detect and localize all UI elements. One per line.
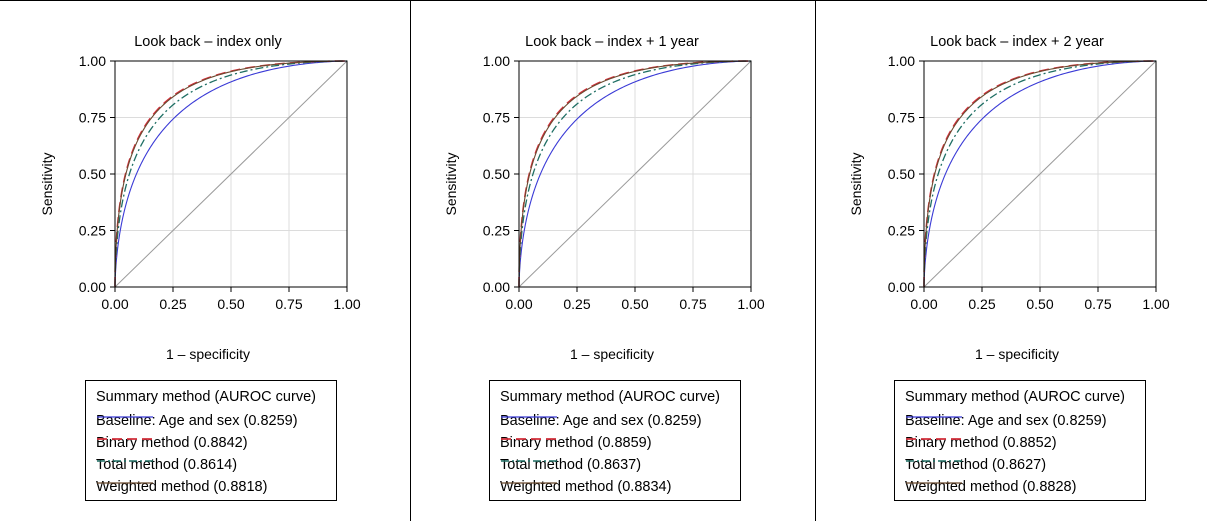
legend-entry-binary: Binary method (0.8852) (905, 434, 1057, 452)
y-tick-label: 0.75 (79, 110, 106, 126)
y-axis-label: Sensitivity (39, 152, 55, 215)
legend-entry-binary: Binary method (0.8859) (500, 434, 652, 452)
reference-line (518, 60, 752, 288)
legend-entry-baseline: Baseline: Age and sex (0.8259) (905, 412, 1107, 430)
roc-curve-baseline (114, 60, 348, 287)
y-tick-label: 0.50 (888, 166, 915, 182)
legend-entry-total: Total method (0.8614) (96, 456, 237, 474)
y-tick-label: 0.00 (888, 279, 915, 295)
roc-chart-svg: Look back – index + 1 year 0.000.000.250… (443, 34, 765, 362)
roc-panel-index-only: Look back – index only 0.00 0.00 0.25 0.25 0… (8, 0, 410, 521)
x-tick-label: 0.00 (910, 296, 937, 312)
legend-swatch-binary (97, 438, 153, 440)
x-tick-label: 0.00 (505, 296, 532, 312)
figure-top-border (0, 0, 1207, 1)
roc-panel-index-plus-2-year: Look back – index + 2 year 0.00 0.00 0.25 0… (817, 0, 1207, 521)
y-axis-label: Sensitivity (443, 152, 459, 215)
legend: Summary method (AUROC curve) Baseline: A… (894, 380, 1146, 501)
roc-curve-baseline (518, 60, 752, 287)
x-tick-label: 1.00 (737, 296, 764, 312)
legend-title: Summary method (AUROC curve) (905, 389, 1125, 405)
x-tick-label: 0.25 (563, 296, 590, 312)
roc-curve-total (923, 60, 1157, 287)
legend-entry-baseline: Baseline: Age and sex (0.8259) (96, 412, 298, 430)
legend-entry-total: Total method (0.8637) (500, 456, 641, 474)
y-tick-label: 1.00 (483, 53, 510, 69)
x-tick-label: 1.00 (1142, 296, 1169, 312)
legend-title: Summary method (AUROC curve) (96, 389, 316, 405)
panel-divider-2 (815, 0, 816, 521)
legend-swatch-baseline (906, 416, 962, 418)
legend-entry-binary: Binary method (0.8842) (96, 434, 248, 452)
legend-entry-weighted: Weighted method (0.8818) (96, 478, 267, 496)
legend-swatch-weighted (501, 482, 557, 484)
legend-swatch-total (97, 460, 153, 462)
legend-title: Summary method (AUROC curve) (500, 389, 720, 405)
y-tick-label: 0.25 (79, 223, 106, 239)
legend-swatch-weighted (906, 482, 962, 484)
plot-area: 0.000.00 0.25 0.25 0.50 0.50 0.75 0.75 1.00 1.00 (79, 53, 361, 312)
y-tick-label: 0.00 (79, 279, 106, 295)
chart-title: Look back – index + 2 year (930, 34, 1104, 50)
legend-swatch-weighted (97, 482, 153, 484)
legend: Summary method (AUROC curve) Baseline: A… (489, 380, 741, 501)
reference-line (923, 60, 1157, 288)
roc-curve-total (114, 60, 348, 287)
x-axis-label: 1 – specificity (570, 346, 654, 362)
legend: Summary method (AUROC curve) Baseline: A… (85, 380, 337, 501)
x-tick-label: 0.50 (217, 296, 244, 312)
y-tick-label: 1.00 (79, 53, 106, 69)
x-tick-label: 0.50 (1026, 296, 1053, 312)
chart-title: Look back – index + 1 year (525, 34, 699, 50)
legend-entry-baseline: Baseline: Age and sex (0.8259) (500, 412, 702, 430)
y-tick-label: 1.00 (888, 53, 915, 69)
reference-line (114, 60, 348, 288)
y-tick-label: 0.75 (888, 110, 915, 126)
x-tick-label: 0.75 (275, 296, 302, 312)
roc-curve-weighted (114, 60, 348, 287)
legend-swatch-baseline (97, 416, 153, 418)
y-axis-label: Sensitivity (848, 152, 864, 215)
x-tick-label: 0.25 (968, 296, 995, 312)
plot-area: 0.000.00 0.25 0.25 0.50 0.50 0.75 0.75 1.00 1.00 (888, 53, 1170, 312)
legend-swatch-binary (501, 438, 557, 440)
legend-entry-weighted: Weighted method (0.8828) (905, 478, 1076, 496)
legend-swatch-total (906, 460, 962, 462)
y-tick-label: 0.75 (483, 110, 510, 126)
panel-divider-1 (410, 0, 411, 521)
y-tick-label: 0.00 (483, 279, 510, 295)
x-tick-label: 0.75 (679, 296, 706, 312)
roc-curve-weighted (518, 60, 752, 287)
roc-panel-index-plus-1-year: Look back – index + 1 year 0.00 0.00 0.25 0… (412, 0, 814, 521)
legend-entry-total: Total method (0.8627) (905, 456, 1046, 474)
x-tick-label: 0.50 (621, 296, 648, 312)
roc-curve-weighted (923, 60, 1157, 287)
x-tick-label: 0.25 (159, 296, 186, 312)
x-tick-label: 0.00 (101, 296, 128, 312)
y-tick-label: 0.50 (483, 166, 510, 182)
legend-entry-weighted: Weighted method (0.8834) (500, 478, 671, 496)
y-tick-label: 0.25 (888, 223, 915, 239)
x-axis-label: 1 – specificity (975, 346, 1059, 362)
plot-border (923, 60, 1157, 288)
x-axis-label: 1 – specificity (166, 346, 250, 362)
y-tick-label: 0.50 (79, 166, 106, 182)
x-tick-label: 0.75 (1084, 296, 1111, 312)
roc-curve-total (518, 60, 752, 287)
legend-swatch-total (501, 460, 557, 462)
roc-chart-svg: Look back – index + 2 year 0.000.000.250… (848, 34, 1170, 362)
y-tick-label: 0.25 (483, 223, 510, 239)
legend-swatch-baseline (501, 416, 557, 418)
plot-border (114, 60, 348, 288)
plot-area: 0.000.00 0.25 0.25 0.50 0.50 0.75 0.75 1.00 1.00 (483, 53, 765, 312)
chart-title: Look back – index only (134, 34, 282, 50)
roc-curve-baseline (923, 60, 1157, 287)
legend-swatch-binary (906, 438, 962, 440)
x-tick-label: 1.00 (333, 296, 360, 312)
plot-border (518, 60, 752, 288)
roc-chart-svg: Look back – index only 0.000.000.250.250… (39, 34, 361, 362)
